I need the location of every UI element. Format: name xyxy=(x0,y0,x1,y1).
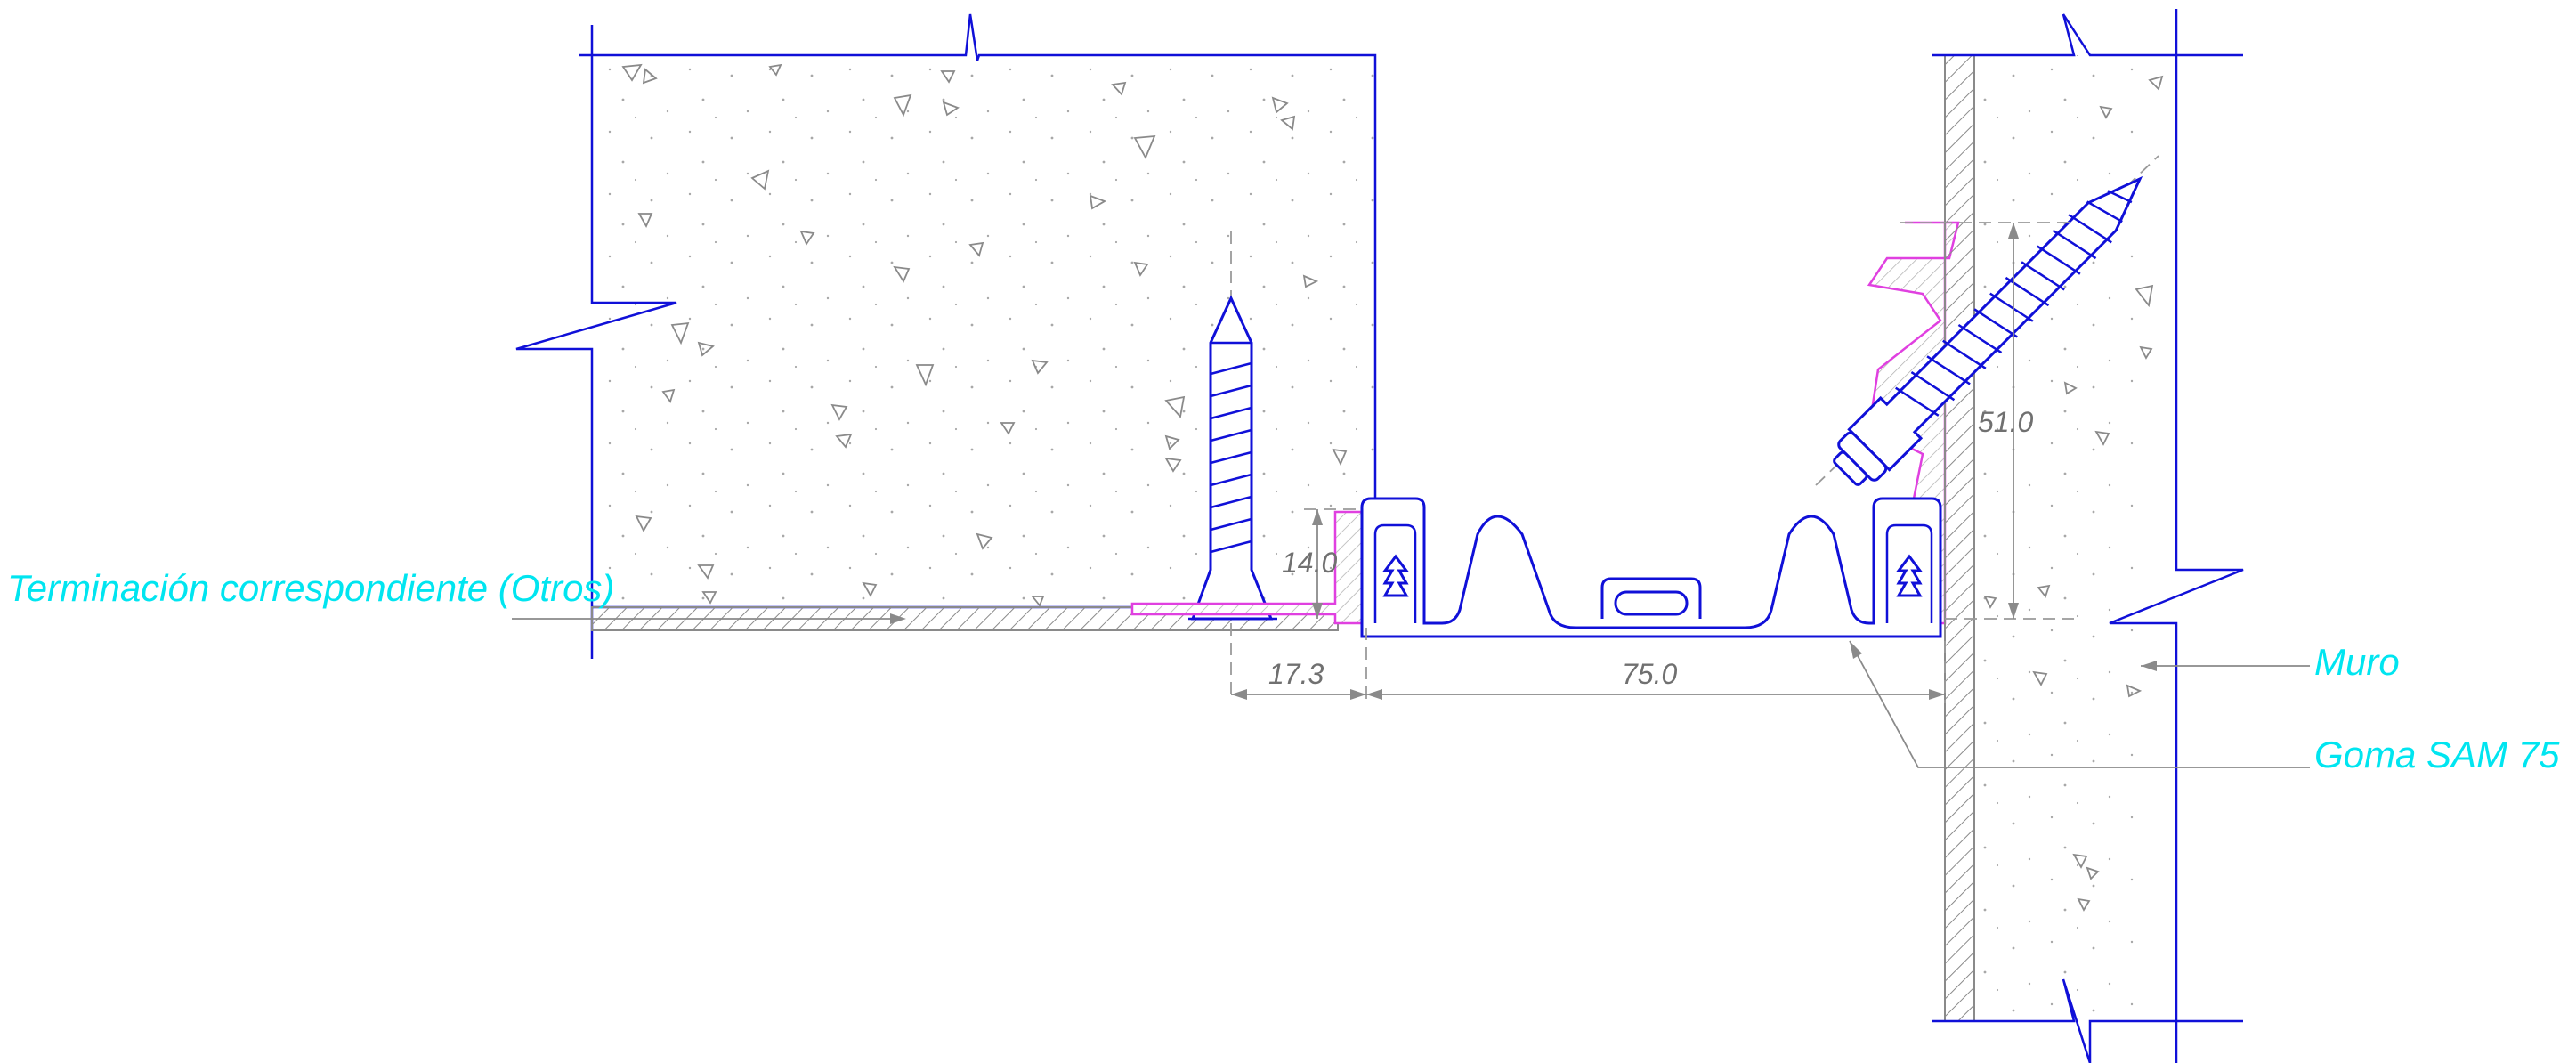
label-goma-sam-75: Goma SAM 75 xyxy=(2314,734,2560,775)
wall-aggregate-marks xyxy=(1983,75,2164,912)
label-muro: Muro xyxy=(2314,641,2400,683)
dimension-lines xyxy=(1231,222,2074,703)
dimension-75: 75.0 xyxy=(1622,658,1677,690)
leader-lines xyxy=(1849,640,2310,768)
dimension-14: 14.0 xyxy=(1282,547,1337,579)
right-wall xyxy=(1932,9,2244,1063)
label-terminacion: Terminación correspondiente (Otros) xyxy=(7,567,614,609)
slab-screw xyxy=(1188,231,1277,694)
dimension-51: 51.0 xyxy=(1978,406,2033,438)
rubber-joint-seal xyxy=(1360,497,1942,638)
wall-screw xyxy=(1815,155,2159,486)
aggregate-marks xyxy=(621,63,1348,607)
dimension-17-3: 17.3 xyxy=(1268,658,1324,690)
